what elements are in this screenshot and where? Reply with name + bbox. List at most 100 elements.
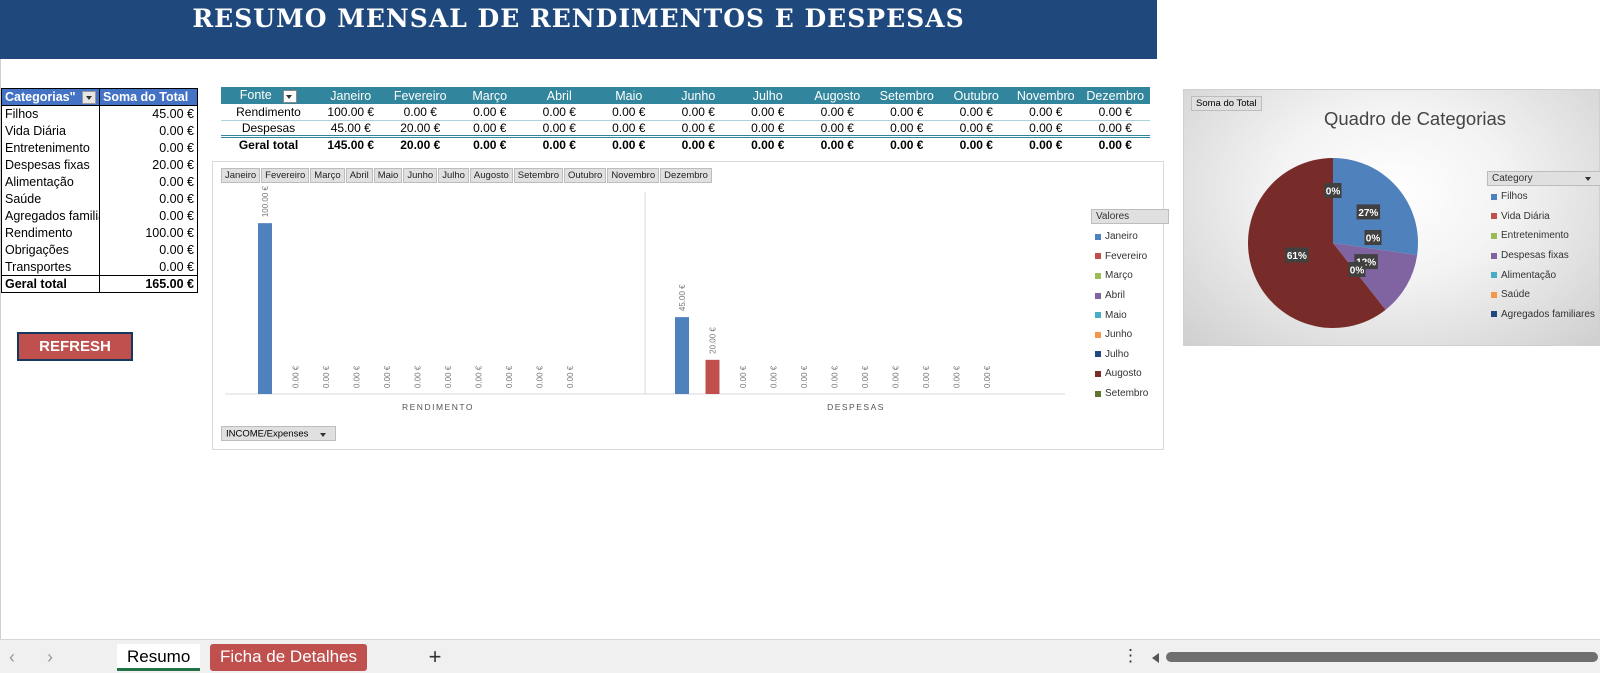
source-label[interactable]: Rendimento bbox=[236, 104, 301, 119]
previous-sheet-arrow-icon[interactable]: ‹ bbox=[9, 647, 15, 667]
month-value[interactable]: 0.00 € bbox=[1011, 119, 1081, 136]
category-value[interactable]: 20.00 € bbox=[99, 156, 198, 174]
total-value[interactable]: 0.00 € bbox=[872, 134, 942, 152]
month-value[interactable]: 0.00 € bbox=[594, 119, 664, 136]
month-value[interactable]: 45.00 € bbox=[316, 119, 386, 136]
tab-ficha-de-detalhes[interactable]: Ficha de Detalhes bbox=[210, 644, 368, 671]
data-label: 0.00 € bbox=[983, 365, 992, 388]
month-value[interactable]: 0.00 € bbox=[542, 104, 576, 119]
month-filter-button[interactable]: Maio bbox=[373, 168, 403, 183]
categories-filter-dropdown-icon[interactable] bbox=[82, 91, 96, 104]
month-value[interactable]: 0.00 € bbox=[751, 104, 785, 119]
category-value[interactable]: 100.00 € bbox=[99, 224, 198, 242]
category-value[interactable]: 45.00 € bbox=[99, 105, 198, 123]
month-value[interactable]: 0.00 € bbox=[872, 119, 942, 136]
total-value[interactable]: 0.00 € bbox=[802, 134, 872, 152]
total-value[interactable]: 0.00 € bbox=[524, 134, 594, 152]
month-filter-button[interactable]: Junho bbox=[403, 168, 438, 183]
category-value[interactable]: 0.00 € bbox=[99, 258, 198, 276]
categories-header[interactable]: Categorias" bbox=[1, 88, 100, 106]
month-value[interactable]: 0.00 € bbox=[890, 104, 924, 119]
category-label[interactable]: Vida Diária bbox=[1, 122, 100, 140]
category-label[interactable]: Despesas fixas bbox=[1, 156, 100, 174]
pie-legend-title: Category bbox=[1492, 173, 1533, 184]
month-filter-button[interactable]: Fevereiro bbox=[261, 168, 310, 183]
month-filter-button[interactable]: Setembro bbox=[513, 168, 563, 183]
refresh-button[interactable]: REFRESH bbox=[17, 332, 133, 361]
category-label[interactable]: Filhos bbox=[1, 105, 100, 123]
month-filter-button[interactable]: Novembro bbox=[607, 168, 660, 183]
tab-resumo[interactable]: Resumo bbox=[117, 644, 201, 671]
category-label[interactable]: Rendimento bbox=[1, 224, 100, 242]
total-value[interactable]: 0.00 € bbox=[733, 134, 803, 152]
total-value[interactable]: 0.00 € bbox=[663, 134, 733, 152]
total-value[interactable]: 20.00 € bbox=[385, 134, 455, 152]
month-value[interactable]: 0.00 € bbox=[1029, 104, 1063, 119]
category-label[interactable]: Entretenimento bbox=[1, 139, 100, 157]
month-value[interactable]: 20.00 € bbox=[385, 119, 455, 136]
total-value[interactable]: 145.00 € bbox=[316, 134, 386, 152]
month-value[interactable]: 0.00 € bbox=[959, 104, 993, 119]
month-value[interactable]: 0.00 € bbox=[733, 119, 803, 136]
category-value[interactable]: 0.00 € bbox=[99, 139, 198, 157]
month-value[interactable]: 0.00 € bbox=[403, 104, 437, 119]
month-value[interactable]: 0.00 € bbox=[681, 104, 715, 119]
total-value[interactable]: 165.00 € bbox=[99, 275, 198, 293]
table-row: Filhos 45.00 € bbox=[1, 105, 198, 123]
month-value[interactable]: 0.00 € bbox=[663, 119, 733, 136]
data-label: 0.00 € bbox=[292, 365, 301, 388]
add-sheet-plus-icon[interactable]: + bbox=[428, 644, 442, 669]
category-dropdown-icon[interactable] bbox=[1582, 173, 1596, 186]
category-label[interactable]: Agregados familiares bbox=[1, 207, 100, 225]
month-filter-button[interactable]: Julho bbox=[438, 168, 469, 183]
total-value[interactable]: 0.00 € bbox=[1080, 134, 1150, 152]
month-filter-button[interactable]: Janeiro bbox=[221, 168, 261, 183]
bar-legend-field-button[interactable]: Valores bbox=[1091, 209, 1169, 224]
category-value[interactable]: 0.00 € bbox=[99, 190, 198, 208]
income-expenses-filter-button[interactable]: INCOME/Expenses bbox=[221, 426, 337, 441]
total-value[interactable]: 0.00 € bbox=[455, 134, 525, 152]
pie-legend-field-button[interactable]: Category bbox=[1487, 171, 1600, 186]
fonte-header[interactable]: Fonte bbox=[221, 87, 316, 104]
total-value[interactable]: 0.00 € bbox=[594, 134, 664, 152]
category-value[interactable]: 0.00 € bbox=[99, 241, 198, 259]
table-row: Saúde 0.00 € bbox=[1, 190, 198, 208]
scroll-left-arrow-icon[interactable] bbox=[1152, 653, 1159, 663]
total-label[interactable]: Geral total bbox=[1, 275, 100, 293]
category-value[interactable]: 0.00 € bbox=[99, 207, 198, 225]
month-filter-button[interactable]: Outubro bbox=[563, 168, 607, 183]
month-value[interactable]: 0.00 € bbox=[820, 104, 854, 119]
month-value[interactable]: 0.00 € bbox=[1080, 119, 1150, 136]
source-label[interactable]: Despesas bbox=[221, 119, 316, 136]
more-options-icon[interactable]: ⋮ bbox=[1122, 646, 1139, 665]
month-value[interactable]: 0.00 € bbox=[473, 104, 507, 119]
category-label[interactable]: Transportes bbox=[1, 258, 100, 276]
scrollbar-thumb[interactable] bbox=[1166, 652, 1598, 662]
total-label[interactable]: Geral total bbox=[221, 134, 316, 152]
month-filter-button[interactable]: Augosto bbox=[469, 168, 513, 183]
category-value[interactable]: 0.00 € bbox=[99, 122, 198, 140]
month-filter-button[interactable]: Abril bbox=[345, 168, 373, 183]
month-value[interactable]: 0.00 € bbox=[612, 104, 646, 119]
month-value[interactable]: 0.00 € bbox=[524, 119, 594, 136]
pie-field-button[interactable]: Soma do Total bbox=[1191, 96, 1262, 111]
category-label[interactable]: Saúde bbox=[1, 190, 100, 208]
category-label[interactable]: Alimentação bbox=[1, 173, 100, 191]
category-value[interactable]: 0.00 € bbox=[99, 173, 198, 191]
month-value[interactable]: 0.00 € bbox=[802, 119, 872, 136]
total-value[interactable]: 0.00 € bbox=[941, 134, 1011, 152]
pie-label-box bbox=[1285, 247, 1309, 263]
month-filter-button[interactable]: Dezembro bbox=[660, 168, 712, 183]
month-value[interactable]: 0.00 € bbox=[1098, 104, 1132, 119]
month-value[interactable]: 0.00 € bbox=[941, 119, 1011, 136]
month-filter-button[interactable]: Março bbox=[310, 168, 345, 183]
category-label[interactable]: Obrigações bbox=[1, 241, 100, 259]
month-value[interactable]: 0.00 € bbox=[455, 119, 525, 136]
total-value[interactable]: 0.00 € bbox=[1011, 134, 1081, 152]
pie-label-text: 61% bbox=[1287, 251, 1307, 262]
fonte-sort-dropdown-icon[interactable] bbox=[283, 89, 298, 103]
income-expenses-dropdown-icon[interactable] bbox=[317, 429, 331, 440]
month-value[interactable]: 100.00 € bbox=[327, 104, 375, 119]
next-sheet-arrow-icon[interactable]: › bbox=[47, 647, 53, 667]
horizontal-scrollbar[interactable] bbox=[1152, 652, 1598, 663]
